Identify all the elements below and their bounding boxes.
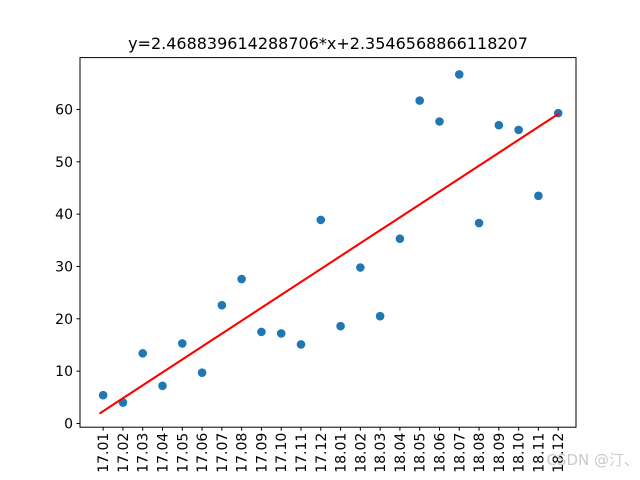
x-tick-label: 17.01 bbox=[96, 433, 112, 473]
scatter-point bbox=[257, 327, 266, 337]
scatter-point bbox=[494, 120, 504, 130]
x-tick-label: 17.10 bbox=[274, 433, 290, 473]
y-tick-label: 0 bbox=[64, 416, 73, 432]
scatter-point bbox=[375, 311, 385, 321]
scatter-point bbox=[237, 274, 246, 284]
x-tick-label: 17.05 bbox=[175, 433, 191, 473]
x-tick-label: 18.02 bbox=[353, 433, 369, 473]
scatter-point bbox=[197, 368, 207, 378]
scatter-point bbox=[158, 381, 167, 391]
watermark-text: CSDN @汀、 bbox=[546, 451, 639, 469]
axes-frame bbox=[79, 57, 577, 428]
x-tick-label: 18.04 bbox=[393, 433, 409, 473]
scatter-point bbox=[316, 215, 326, 225]
x-tick-label: 18.03 bbox=[373, 433, 389, 473]
scatter-point bbox=[395, 234, 405, 244]
scatter-point bbox=[474, 218, 484, 228]
scatter-point bbox=[534, 191, 543, 201]
scatter-point bbox=[276, 329, 286, 338]
y-tick-label: 60 bbox=[55, 102, 73, 118]
x-tick-label: 18.07 bbox=[452, 433, 468, 473]
watermark: CSDN @汀、 bbox=[546, 449, 639, 470]
x-tick-label: 17.12 bbox=[314, 433, 330, 473]
x-tick-label: 18.09 bbox=[492, 433, 508, 473]
x-tick-label: 17.11 bbox=[294, 433, 310, 473]
x-tick-label: 18.08 bbox=[472, 433, 488, 473]
scatter-point bbox=[217, 300, 227, 310]
fit-line bbox=[99, 112, 560, 415]
x-tick-label: 18.05 bbox=[413, 433, 429, 473]
chart-title: y=2.468839614288706*x+2.3546568866118207 bbox=[128, 34, 528, 53]
y-tick-label: 30 bbox=[55, 259, 73, 275]
scatter-point bbox=[415, 96, 425, 105]
x-tick-label: 18.06 bbox=[432, 433, 448, 473]
scatter-point bbox=[336, 321, 345, 331]
x-tick-label: 17.03 bbox=[136, 433, 152, 473]
scatter-point bbox=[435, 117, 444, 126]
y-tick-label: 10 bbox=[55, 364, 73, 380]
scatter-point bbox=[356, 263, 365, 272]
x-tick-label: 17.08 bbox=[235, 433, 251, 473]
x-tick-label: 17.02 bbox=[116, 433, 132, 473]
x-tick-label: 18.12 bbox=[551, 433, 567, 473]
x-tick-label: 17.04 bbox=[156, 433, 172, 473]
scatter-point bbox=[514, 125, 523, 135]
scatter-point bbox=[177, 339, 187, 348]
x-tick-label: 18.11 bbox=[531, 433, 547, 473]
scatter-point bbox=[98, 390, 108, 400]
y-tick-label: 50 bbox=[55, 155, 73, 171]
x-tick-label: 17.09 bbox=[254, 433, 270, 473]
scatter-point bbox=[296, 340, 306, 349]
y-tick-label: 20 bbox=[55, 312, 73, 328]
scatter-point bbox=[454, 70, 464, 79]
x-tick-label: 17.06 bbox=[195, 433, 211, 473]
x-tick-label: 18.01 bbox=[334, 433, 350, 473]
x-tick-label: 18.10 bbox=[512, 433, 528, 473]
y-tick-label: 40 bbox=[55, 207, 73, 223]
scatter-point bbox=[138, 349, 148, 358]
x-tick-label: 17.07 bbox=[215, 433, 231, 473]
